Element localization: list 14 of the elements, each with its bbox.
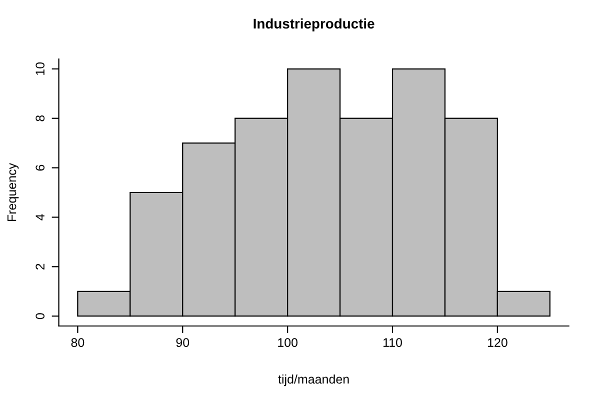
chart-title: Industrieproductie — [254, 18, 374, 32]
x-tick-label: 100 — [278, 338, 298, 347]
x-tick-label: 110 — [383, 338, 402, 347]
x-axis-title: tijd/maanden — [278, 374, 349, 386]
y-tick-label: 8 — [36, 115, 45, 122]
x-tick-label: 120 — [488, 338, 508, 347]
x-tick-label: 80 — [71, 338, 84, 347]
y-tick-label: 0 — [36, 313, 45, 320]
y-axis-title: Frequency — [7, 162, 19, 221]
y-tick-label: 6 — [36, 164, 45, 171]
x-tick-label: 90 — [176, 338, 190, 347]
y-tick-label: 10 — [36, 62, 45, 75]
y-tick-label: 2 — [36, 264, 44, 270]
y-tick-label: 4 — [36, 214, 44, 220]
